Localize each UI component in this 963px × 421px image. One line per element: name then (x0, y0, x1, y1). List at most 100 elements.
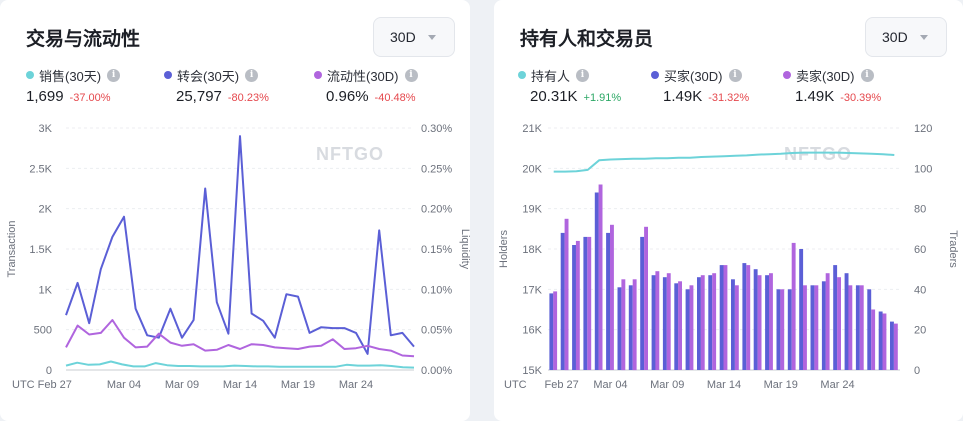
x-tick-label: Mar 19 (764, 379, 798, 391)
y-tick-label: 1.5K (29, 244, 52, 256)
y2-tick-label: 0.05% (421, 325, 452, 337)
watermark: NFTGO (316, 144, 384, 164)
bar-sellers (769, 273, 773, 370)
bar-sellers (893, 323, 898, 370)
legend-dot (518, 71, 526, 79)
y2-tick-label: 40 (914, 284, 926, 296)
x-tick-label: UTC (504, 379, 527, 391)
y-tick-label: 17K (522, 284, 542, 296)
x-tick-label: Mar 09 (165, 379, 199, 391)
bar-buyers (560, 232, 565, 370)
bar-buyers (674, 283, 679, 370)
card-title: 持有人和交易员 (520, 29, 654, 50)
chevron-down-icon (428, 35, 436, 40)
metric-change: -40.48% (374, 92, 416, 104)
bar-buyers (617, 287, 622, 370)
bar-sellers (757, 275, 762, 370)
y-tick-label: 21K (522, 123, 542, 135)
legend-dot (783, 71, 791, 79)
bar-buyers (844, 273, 849, 370)
bar-buyers (719, 265, 724, 370)
x-tick-label: Mar 24 (820, 379, 854, 391)
bar-sellers (780, 289, 785, 370)
x-tick-label: Mar 09 (650, 379, 684, 391)
y2-tick-label: 120 (914, 123, 932, 135)
info-icon[interactable]: i (107, 68, 121, 82)
info-icon[interactable]: i (404, 68, 418, 82)
bar-sellers (791, 242, 796, 370)
y2-axis-label: Traders (947, 230, 959, 268)
y2-tick-label: 0.00% (421, 365, 452, 377)
metric-change: -30.39% (840, 92, 882, 104)
y-axis-label: Holders (498, 230, 510, 268)
y-tick-label: 16K (522, 325, 542, 337)
metric-transfers: 转会(30天) i 25,797 -80.23% (164, 66, 269, 105)
y-tick-label: 18K (522, 244, 542, 256)
y-tick-label: 19K (522, 204, 542, 216)
series-line-0 (65, 360, 415, 369)
info-icon[interactable]: i (728, 68, 742, 82)
legend-dot (26, 71, 34, 79)
y2-tick-label: 0.25% (421, 163, 452, 175)
info-icon[interactable]: i (576, 68, 590, 82)
bar-buyers (572, 245, 576, 370)
y2-tick-label: 0.20% (421, 204, 452, 216)
metric-label: 买家(30D) (664, 68, 723, 84)
x-tick-label: Mar 04 (593, 379, 627, 391)
bar-sellers (587, 236, 592, 370)
info-icon[interactable]: i (245, 68, 259, 82)
bar-buyers (776, 289, 781, 370)
x-tick-label: Mar 04 (107, 379, 141, 391)
metric-change: -80.23% (227, 92, 269, 104)
metric-label: 持有人 (531, 68, 571, 84)
y-tick-label: 2K (39, 204, 53, 216)
y-tick-label: 15K (522, 365, 542, 377)
bar-buyers (549, 293, 554, 370)
range-dropdown[interactable]: 30D (865, 17, 947, 57)
bar-buyers (787, 289, 792, 370)
metric-change: -31.32% (708, 92, 750, 104)
bar-sellers (644, 226, 648, 370)
bar-sellers (814, 285, 819, 370)
bar-sellers (825, 273, 830, 370)
bar-sellers (575, 240, 580, 370)
series-line-1 (65, 135, 415, 355)
bar-buyers (833, 265, 838, 370)
bar-buyers (810, 285, 815, 370)
metric-label: 销售(30天) (39, 68, 102, 84)
bar-sellers (871, 309, 876, 370)
bar-sellers (553, 291, 558, 370)
y-tick-label: 0 (46, 365, 52, 377)
y2-tick-label: 60 (914, 244, 926, 256)
metric-change: -37.00% (69, 92, 111, 104)
metric-value: 0.96% (326, 88, 369, 105)
range-dropdown-label: 30D (882, 29, 908, 45)
transactions-line-chart: NFTGO 0 500 1K 1.5K 2K 2.5K 3K 0.00% 0.05% 0.10% 0… (6, 123, 471, 391)
bar-buyers (697, 277, 701, 370)
bar-buyers (594, 192, 599, 370)
bar-sellers (564, 218, 569, 371)
x-tick-label: Feb 27 (545, 379, 579, 391)
metric-buyers: 买家(30D) i 1.49K -31.32% (651, 66, 749, 105)
series-line-2 (65, 319, 415, 358)
bar-sellers (734, 285, 739, 370)
bar-buyers (606, 232, 610, 370)
y2-tick-label: 0.15% (421, 244, 452, 256)
bar-sellers (678, 281, 682, 370)
metric-value: 1,699 (26, 88, 64, 105)
bar-sellers (621, 279, 626, 371)
metric-sellers: 卖家(30D) i 1.49K -30.39% (783, 66, 881, 105)
bar-buyers (640, 236, 645, 370)
y-axis-label: Transaction (6, 220, 18, 277)
y2-tick-label: 0 (914, 365, 920, 377)
info-icon[interactable]: i (860, 68, 874, 82)
watermark: NFTGO (784, 144, 852, 164)
chevron-down-icon (920, 35, 928, 40)
bar-buyers (708, 275, 713, 370)
metric-label: 转会(30天) (177, 68, 240, 84)
range-dropdown[interactable]: 30D (373, 17, 455, 57)
x-tick-label: Mar 14 (223, 379, 257, 391)
metric-liquidity: 流动性(30D) i 0.96% -40.48% (314, 66, 418, 105)
bar-buyers (583, 236, 588, 370)
bar-sellers (859, 285, 864, 370)
